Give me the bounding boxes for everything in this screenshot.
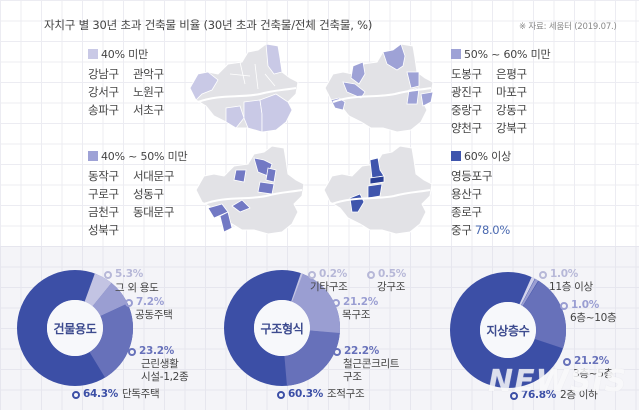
label-6-10-floors: 1.0% 6층~10층 bbox=[560, 299, 617, 325]
ring-icon bbox=[277, 390, 285, 399]
label-3-5-floors: 21.2% 3층~5층 bbox=[563, 355, 613, 381]
donut-floors bbox=[450, 272, 566, 388]
ring-icon bbox=[367, 270, 375, 279]
label-2-floors-or-less: 76.8% 2층 이하 bbox=[510, 389, 598, 402]
district: 영등포구 bbox=[451, 169, 493, 183]
district: 동대문구 bbox=[133, 205, 175, 219]
legend-label: 50% ~ 60% 미만 bbox=[464, 48, 551, 61]
ring-icon bbox=[128, 347, 136, 356]
district-list: 도봉구 은평구 광진구 마포구 중랑구 강동구 양천구 강북구 bbox=[451, 67, 556, 136]
district: 중구 bbox=[451, 223, 472, 237]
district: 종로구 bbox=[451, 205, 482, 219]
segment-neighborhood-facility bbox=[17, 270, 133, 386]
legend-50-60: 50% ~ 60% 미만 도봉구 은평구 광진구 마포구 중랑구 강동구 양천구… bbox=[451, 46, 556, 136]
donut-center-label: 건물용도 bbox=[53, 322, 97, 336]
ring-icon bbox=[308, 270, 316, 279]
ring-icon bbox=[539, 270, 547, 279]
seoul-map-over-60 bbox=[324, 146, 433, 235]
legend-under-40: 40% 미만 강남구 관악구 강서구 노원구 송파구 서초구 bbox=[88, 46, 193, 118]
legend-swatch bbox=[88, 49, 98, 59]
district: 동작구 bbox=[88, 169, 119, 183]
legend-label: 40% 미만 bbox=[101, 48, 148, 61]
district: 강남구 bbox=[88, 67, 119, 81]
district: 송파구 bbox=[88, 103, 119, 117]
legend-swatch bbox=[451, 151, 461, 161]
district: 성북구 bbox=[88, 223, 119, 237]
legend-swatch bbox=[451, 49, 461, 59]
district: 노원구 bbox=[133, 85, 164, 99]
district: 강북구 bbox=[496, 121, 527, 135]
legend-label: 60% 이상 bbox=[464, 150, 511, 163]
label-neighborhood-facility: 23.2% 근린생활 시설-1,2종 bbox=[128, 345, 189, 384]
donut-building-use bbox=[17, 270, 133, 386]
district: 양천구 bbox=[451, 121, 482, 135]
ring-icon bbox=[72, 390, 80, 399]
district: 관악구 bbox=[133, 67, 164, 81]
donut-structure-type bbox=[224, 270, 340, 386]
legend-40-50: 40% ~ 50% 미만 동작구 서대문구 구로구 성동구 금천구 동대문구 성… bbox=[88, 148, 193, 238]
ring-icon bbox=[125, 298, 133, 307]
district: 구로구 bbox=[88, 187, 119, 201]
district: 은평구 bbox=[496, 67, 527, 81]
district: 강동구 bbox=[496, 103, 527, 117]
donut-center-label: 지상층수 bbox=[486, 324, 530, 338]
chart-title: 자치구 별 30년 초과 건축물 비율 (30년 초과 건축물/전체 건축물, … bbox=[44, 18, 373, 32]
ring-icon bbox=[333, 347, 341, 356]
district: 광진구 bbox=[451, 85, 482, 99]
source-note: ※ 자료: 세움터 (2019.07.) bbox=[519, 22, 617, 32]
seoul-map-50-60 bbox=[325, 44, 434, 133]
district: 금천구 bbox=[88, 205, 119, 219]
ring-icon bbox=[104, 270, 112, 279]
district: 서대문구 bbox=[133, 169, 175, 183]
ring-icon bbox=[510, 391, 518, 400]
district: 강서구 bbox=[88, 85, 119, 99]
ring-icon bbox=[560, 301, 568, 310]
donut-center-label: 구조형식 bbox=[260, 322, 304, 336]
district-list: 동작구 서대문구 구로구 성동구 금천구 동대문구 성북구 bbox=[88, 169, 193, 238]
segment-reinforced-concrete bbox=[224, 270, 340, 386]
donut-center bbox=[47, 300, 103, 356]
label-11-plus-floors: 1.0% 11층 이상 bbox=[539, 268, 593, 294]
segment-other-use bbox=[17, 270, 133, 386]
label-other-structure: 0.2% 기타구조 bbox=[308, 268, 348, 293]
district: 용산구 bbox=[451, 187, 482, 201]
highlight-value: 78.0% bbox=[474, 223, 510, 237]
label-other-use: 5.3% bbox=[104, 268, 143, 281]
ring-icon bbox=[332, 298, 340, 307]
district-list: 강남구 관악구 강서구 노원구 송파구 서초구 bbox=[88, 67, 193, 118]
donut-center bbox=[254, 300, 310, 356]
donut-center bbox=[480, 302, 536, 358]
label-wood: 21.2% 목구조 bbox=[332, 296, 378, 322]
segment-apartment bbox=[17, 270, 133, 386]
legend-label: 40% ~ 50% 미만 bbox=[101, 150, 188, 163]
label-detached-house: 64.3% 단독주택 bbox=[72, 388, 160, 401]
label-masonry: 60.3% 조적구조 bbox=[277, 388, 365, 401]
ring-icon bbox=[563, 357, 571, 366]
legend-over-60: 60% 이상 영등포구 용산구 종로구 중구 78.0% bbox=[451, 148, 511, 238]
seoul-map-under-40 bbox=[190, 44, 299, 133]
district-with-value: 중구 78.0% bbox=[451, 223, 511, 238]
district: 서초구 bbox=[133, 103, 164, 117]
seoul-map-40-50 bbox=[196, 146, 305, 235]
district: 성동구 bbox=[133, 187, 164, 201]
district: 마포구 bbox=[496, 85, 527, 99]
district: 중랑구 bbox=[451, 103, 482, 117]
district: 도봉구 bbox=[451, 67, 482, 81]
label-apartment: 7.2% 공동주택 bbox=[125, 296, 173, 322]
segment-11-plus-floors bbox=[450, 272, 566, 388]
label-steel: 0.5% 강구조 bbox=[367, 268, 406, 294]
watermark-logo: NEWSIS bbox=[488, 364, 628, 399]
label-reinforced-concrete: 22.2% 철근콘크리트 구조 bbox=[333, 345, 399, 384]
district-list: 영등포구 용산구 종로구 중구 78.0% bbox=[451, 169, 511, 238]
label-other-use-name: 그 외 용도 bbox=[115, 282, 159, 294]
legend-swatch bbox=[88, 151, 98, 161]
